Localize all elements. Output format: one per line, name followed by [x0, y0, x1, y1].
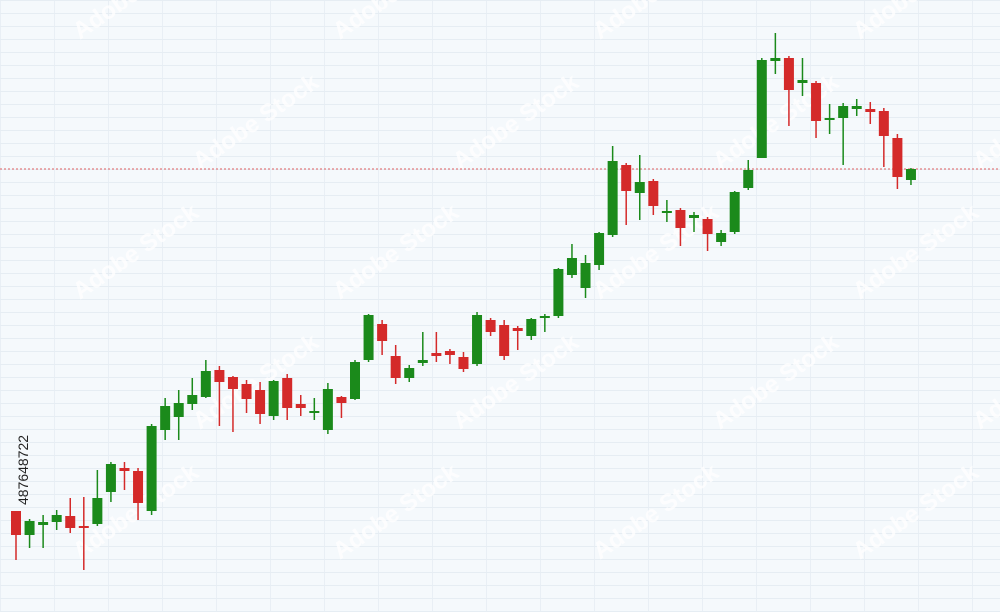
- candle-body: [553, 269, 564, 316]
- candle-body: [594, 233, 605, 265]
- candle-body: [417, 360, 428, 363]
- candle-body: [878, 111, 889, 136]
- candle-body: [580, 263, 591, 288]
- candle-body: [390, 356, 401, 378]
- candle-body: [200, 371, 211, 397]
- candle-body: [227, 377, 238, 389]
- candle-body: [770, 58, 781, 61]
- candle-body: [377, 324, 388, 341]
- watermark: Adobe Stock: [188, 68, 324, 175]
- candle-body: [51, 515, 62, 522]
- candle-body: [783, 58, 794, 90]
- candle-body: [512, 328, 523, 331]
- candle-body: [539, 316, 550, 318]
- candle-body: [851, 106, 862, 109]
- candle-body: [24, 521, 35, 535]
- candle-body: [146, 426, 157, 511]
- candle-body: [322, 389, 333, 430]
- candle-body: [905, 169, 916, 180]
- candle-body: [865, 109, 876, 112]
- candle-body: [526, 319, 537, 336]
- candle-body: [444, 351, 455, 355]
- candle-body: [295, 404, 306, 408]
- candle-body: [431, 353, 442, 356]
- candle-body: [634, 182, 645, 193]
- candle-body: [675, 210, 686, 228]
- candle-body: [607, 161, 618, 235]
- watermark: Adobe Stock: [68, 198, 204, 305]
- candle-body: [811, 83, 822, 121]
- candle-body: [797, 80, 808, 83]
- candle-body: [485, 320, 496, 332]
- candle-body: [268, 381, 279, 416]
- candle-body: [38, 522, 49, 525]
- watermark: Adobe Stock: [588, 458, 724, 565]
- candle-body: [404, 368, 415, 378]
- watermark: Adobe Stock: [708, 68, 844, 175]
- candle-body: [160, 406, 171, 430]
- candle-body: [363, 315, 374, 360]
- stock-id: 487648722: [15, 435, 31, 505]
- candle-body: [702, 219, 713, 234]
- candle-body: [133, 471, 144, 503]
- watermark: Adobe Stock: [708, 328, 844, 435]
- candle-body: [838, 106, 849, 118]
- candle-body: [756, 60, 767, 158]
- candle-body: [11, 511, 21, 535]
- candle-body: [282, 378, 293, 408]
- watermark: Adobe Stock: [328, 458, 464, 565]
- candle-body: [743, 170, 754, 188]
- candle-body: [241, 384, 252, 399]
- candle-body: [336, 397, 347, 403]
- watermark: Adobe Stock: [848, 198, 984, 305]
- candle-body: [621, 165, 632, 191]
- candle-body: [105, 464, 116, 492]
- watermark: Adobe Stock: [848, 0, 984, 45]
- candle-body: [499, 325, 510, 356]
- candle-body: [689, 215, 699, 218]
- watermark: Adobe Stock: [588, 0, 724, 45]
- candle-body: [648, 181, 659, 206]
- candle-body: [173, 403, 184, 417]
- candle-body: [716, 233, 727, 242]
- candle-body: [119, 468, 130, 471]
- candle-body: [729, 192, 740, 232]
- watermark: Adobe Stock: [968, 328, 1000, 435]
- candle-body: [78, 526, 89, 528]
- candle-body: [187, 395, 198, 404]
- watermark: Adobe Stock: [448, 328, 584, 435]
- watermark: Adobe Stock: [328, 0, 464, 45]
- candle-body: [65, 516, 76, 528]
- candle-body: [661, 211, 672, 213]
- candle-body: [92, 498, 103, 524]
- watermark: Adobe Stock: [328, 198, 464, 305]
- candle-body: [350, 362, 360, 399]
- candle-body: [214, 370, 225, 382]
- candle-body: [566, 258, 577, 275]
- watermark: Adobe Stock: [448, 68, 584, 175]
- candle-body: [824, 118, 835, 120]
- candle-body: [472, 315, 483, 364]
- candle-body: [255, 390, 266, 414]
- watermark: Adobe Stock: [848, 458, 984, 565]
- watermark: Adobe Stock: [968, 68, 1000, 175]
- candle-body: [458, 357, 469, 369]
- candle-body: [309, 411, 320, 413]
- candle-body: [892, 138, 903, 177]
- watermark: Adobe Stock: [68, 0, 204, 45]
